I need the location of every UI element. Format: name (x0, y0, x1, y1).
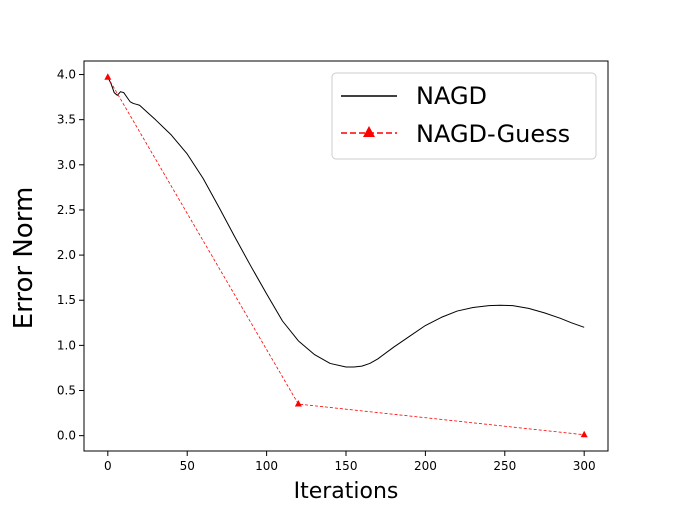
y-tick-label: 1.5 (57, 293, 76, 307)
data-point-nagd-guess (580, 430, 588, 438)
series-line-nagd (107, 77, 585, 368)
y-tick-label: 3.0 (57, 158, 76, 172)
x-axis-label: Iterations (294, 479, 399, 504)
data-point-nagd-guess (104, 73, 112, 80)
x-tick-label: 50 (180, 459, 195, 473)
x-axis-ticks: 0 50 100 150 200 250 300 (104, 451, 596, 473)
series-line-nagd-guess (107, 77, 585, 436)
legend-marker-nagd-guess (363, 126, 375, 137)
y-tick-label: 3.5 (57, 113, 76, 127)
legend-box (331, 72, 597, 160)
x-tick-label: 200 (414, 459, 437, 473)
y-tick-label: 0.5 (57, 384, 76, 398)
x-tick-label: 300 (573, 459, 596, 473)
series-layer (104, 73, 588, 438)
data-point-nagd-guess (294, 400, 302, 407)
legend-label-nagd-guess: NAGD-Guess (416, 120, 570, 148)
y-axis-label: Error Norm (9, 187, 39, 330)
legend-label-nagd: NAGD (416, 82, 487, 110)
x-tick-label: 250 (493, 459, 516, 473)
y-tick-label: 0.0 (57, 429, 76, 443)
x-tick-label: 0 (104, 459, 112, 473)
y-tick-label: 2.0 (57, 248, 76, 262)
x-tick-label: 150 (335, 459, 358, 473)
y-tick-label: 2.5 (57, 203, 76, 217)
y-tick-label: 4.0 (57, 68, 76, 82)
legend: NAGD NAGD-Guess (331, 72, 597, 160)
y-axis-ticks: 0.0 0.5 1.0 1.5 2.0 2.5 3.0 3.5 4.0 (57, 68, 84, 443)
x-tick-label: 100 (255, 459, 278, 473)
y-tick-label: 1.0 (57, 338, 76, 352)
